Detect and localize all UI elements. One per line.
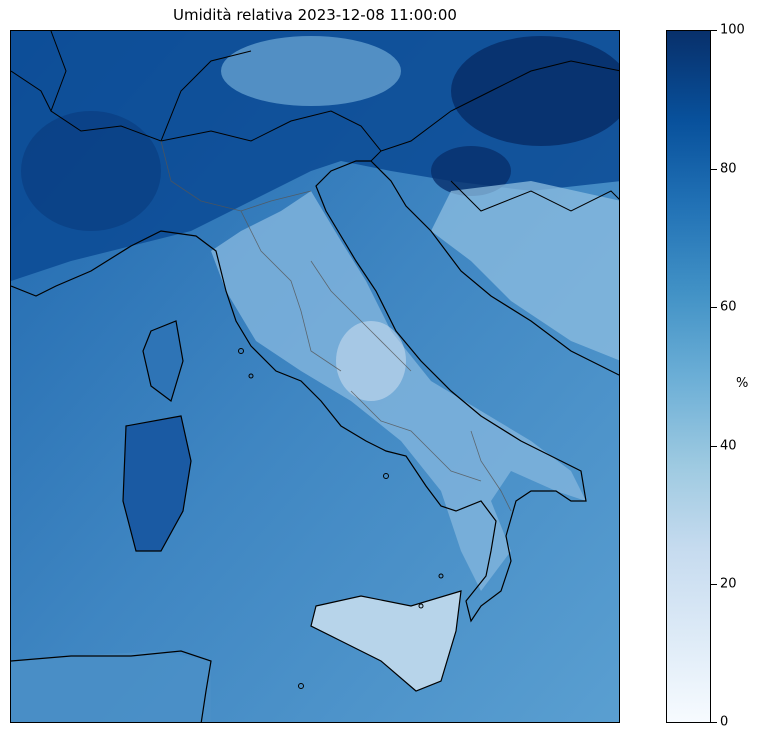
colorbar-tick [711,584,717,585]
colorbar-tick-label: 20 [720,576,737,592]
sicily [311,591,461,691]
colorbar-tick [711,307,717,308]
italy-landmass [211,191,586,591]
colorbar [666,30,711,723]
sardinia [123,416,191,551]
colorbar-tick-label: 100 [720,22,745,38]
colorbar-tick [711,722,717,723]
colorbar-tick [711,446,717,447]
region-borders [160,140,512,512]
colorbar-tick-label: 60 [720,299,737,315]
map-title: Umidità relativa 2023-12-08 11:00:00 [173,6,457,24]
colorbar-tick-label: 0 [720,714,729,730]
coastlines [11,160,619,722]
colorbar-tick [711,30,717,31]
colorbar-tick [711,169,717,170]
map-panel [10,30,620,723]
humidity-map [11,31,619,722]
borders [11,31,619,212]
corsica [143,321,183,401]
colorbar-tick-label: 80 [720,161,737,177]
colorbar-tick-label: 40 [720,438,737,454]
colorbar-unit-label: % [736,376,749,391]
